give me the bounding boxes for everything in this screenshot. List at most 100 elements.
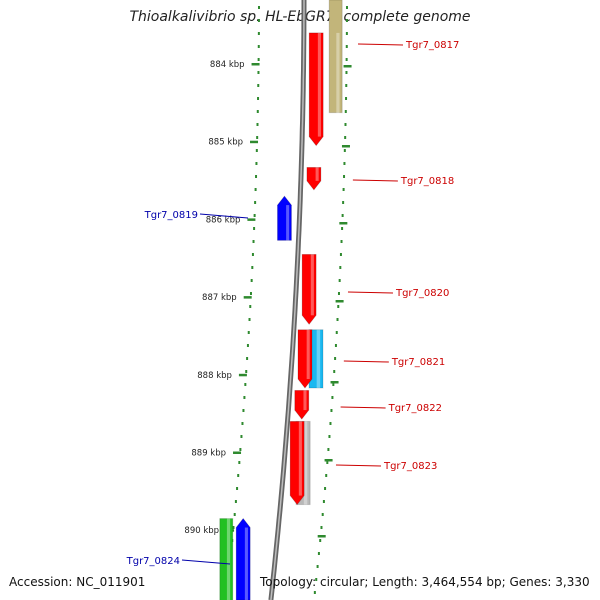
rail-dot-outer bbox=[343, 175, 346, 178]
backbone-line bbox=[268, 0, 307, 600]
genome-summary-text: Topology: circular; Length: 3,464,554 bp… bbox=[260, 575, 590, 589]
rail-dot-inner bbox=[253, 214, 256, 217]
rail-dot-outer bbox=[343, 149, 346, 152]
rail-dot-outer bbox=[319, 539, 322, 542]
gene-label-leader bbox=[352, 179, 398, 182]
kbp-tick bbox=[243, 296, 252, 299]
rail-dot-inner bbox=[257, 19, 260, 22]
rail-tick bbox=[317, 535, 326, 538]
rail-dot-inner bbox=[249, 292, 252, 295]
rail-dot-outer bbox=[345, 97, 348, 100]
rail-dot-inner bbox=[257, 58, 260, 61]
rail-dot-outer bbox=[327, 448, 330, 451]
rail-dot-outer bbox=[344, 136, 347, 139]
map-title: Thioalkalivibrio sp. HL-EbGR7, complete … bbox=[129, 9, 471, 25]
rail-dot-outer bbox=[340, 240, 343, 243]
kbp-tick-label: 885 kbp bbox=[208, 138, 243, 148]
rail-dot-outer bbox=[325, 474, 328, 477]
kbp-tick-label: 889 kbp bbox=[191, 449, 226, 459]
gene-label-leader bbox=[335, 464, 381, 467]
rail-dot-outer bbox=[337, 305, 340, 308]
kbp-tick-label: 886 kbp bbox=[206, 215, 241, 225]
rail-dot-inner bbox=[234, 500, 237, 503]
gene-arrow bbox=[297, 329, 313, 389]
rail-dot-outer bbox=[345, 58, 348, 61]
kbp-tick-label: 887 kbp bbox=[202, 293, 237, 303]
rail-dot-inner bbox=[245, 370, 248, 373]
rail-dot-outer bbox=[343, 162, 346, 165]
kbp-tick bbox=[233, 451, 242, 454]
gene-arrow bbox=[306, 166, 322, 191]
rail-dot-outer bbox=[336, 318, 339, 321]
rail-dot-inner bbox=[237, 474, 240, 477]
backbone-highlight bbox=[270, 0, 305, 600]
rail-dot-inner bbox=[242, 409, 245, 412]
rail-dot-inner bbox=[238, 461, 241, 464]
rail-dot-outer bbox=[315, 578, 318, 581]
kbp-tick-label: 890 kbp bbox=[184, 526, 219, 536]
rail-dot-outer bbox=[345, 84, 348, 87]
feature-bar-shine bbox=[336, 32, 340, 146]
rail-dot-inner bbox=[248, 318, 251, 321]
rail-dot-inner bbox=[250, 279, 253, 282]
rail-dot-inner bbox=[257, 6, 260, 9]
rail-dot-inner bbox=[240, 435, 243, 438]
rail-dot-inner bbox=[256, 110, 259, 113]
rail-dot-outer bbox=[342, 188, 345, 191]
rail-dot-outer bbox=[333, 370, 336, 373]
gene-arrow bbox=[277, 195, 292, 241]
rail-tick bbox=[341, 145, 350, 148]
rail-dot-outer bbox=[339, 266, 342, 269]
rail-dot-inner bbox=[257, 84, 260, 87]
gene-label-leader bbox=[357, 43, 404, 46]
rail-dot-inner bbox=[243, 396, 246, 399]
rail-dot-outer bbox=[326, 461, 329, 464]
gene-arrow-shine bbox=[317, 32, 321, 137]
rail-dot-outer bbox=[328, 435, 331, 438]
gene-arrow-shine bbox=[286, 205, 290, 241]
rail-dot-inner bbox=[246, 344, 249, 347]
rail-dot-outer bbox=[337, 292, 340, 295]
gene-arrow-shine bbox=[298, 421, 302, 496]
gene-label: Tgr7_0820 bbox=[395, 288, 449, 299]
feature-bar-shine bbox=[316, 329, 321, 389]
rail-dot-inner bbox=[256, 123, 259, 126]
gene-label: Tgr7_0824 bbox=[126, 556, 180, 567]
kbp-tick bbox=[251, 63, 260, 66]
gene-label: Tgr7_0822 bbox=[388, 403, 442, 414]
rail-dot-outer bbox=[320, 526, 323, 529]
kbp-tick-label: 888 kbp bbox=[197, 371, 232, 381]
rail-dot-inner bbox=[255, 149, 258, 152]
gene-arrow-shine bbox=[303, 390, 307, 411]
gene-label: Tgr7_0817 bbox=[405, 40, 459, 51]
gene-arrow bbox=[301, 253, 317, 325]
gene-label-leader bbox=[181, 559, 231, 565]
rail-dot-inner bbox=[244, 383, 247, 386]
rail-tick bbox=[324, 459, 333, 462]
rail-dot-outer bbox=[313, 591, 316, 594]
gene-arrow-shine bbox=[310, 254, 314, 316]
rail-dot-outer bbox=[322, 500, 325, 503]
rail-dot-inner bbox=[255, 175, 258, 178]
rail-dot-inner bbox=[241, 422, 244, 425]
rail-dot-inner bbox=[251, 253, 254, 256]
gene-arrow bbox=[308, 32, 324, 147]
rail-dot-outer bbox=[344, 123, 347, 126]
rail-dot-outer bbox=[345, 32, 348, 35]
rail-tick bbox=[343, 65, 352, 68]
kbp-tick bbox=[247, 218, 256, 221]
rail-dot-inner bbox=[249, 305, 252, 308]
gene-arrow-shine bbox=[315, 167, 319, 181]
gene-arrow-shine bbox=[244, 527, 248, 600]
rail-dot-inner bbox=[257, 71, 260, 74]
rail-dot-outer bbox=[341, 227, 344, 230]
rail-dot-outer bbox=[339, 253, 342, 256]
rail-dot-inner bbox=[239, 448, 242, 451]
rail-dot-inner bbox=[256, 136, 259, 139]
rail-dot-outer bbox=[316, 565, 319, 568]
gene-arrow bbox=[289, 421, 305, 506]
kbp-tick bbox=[238, 373, 247, 377]
rail-dot-inner bbox=[246, 357, 249, 360]
rail-tick bbox=[335, 300, 344, 303]
